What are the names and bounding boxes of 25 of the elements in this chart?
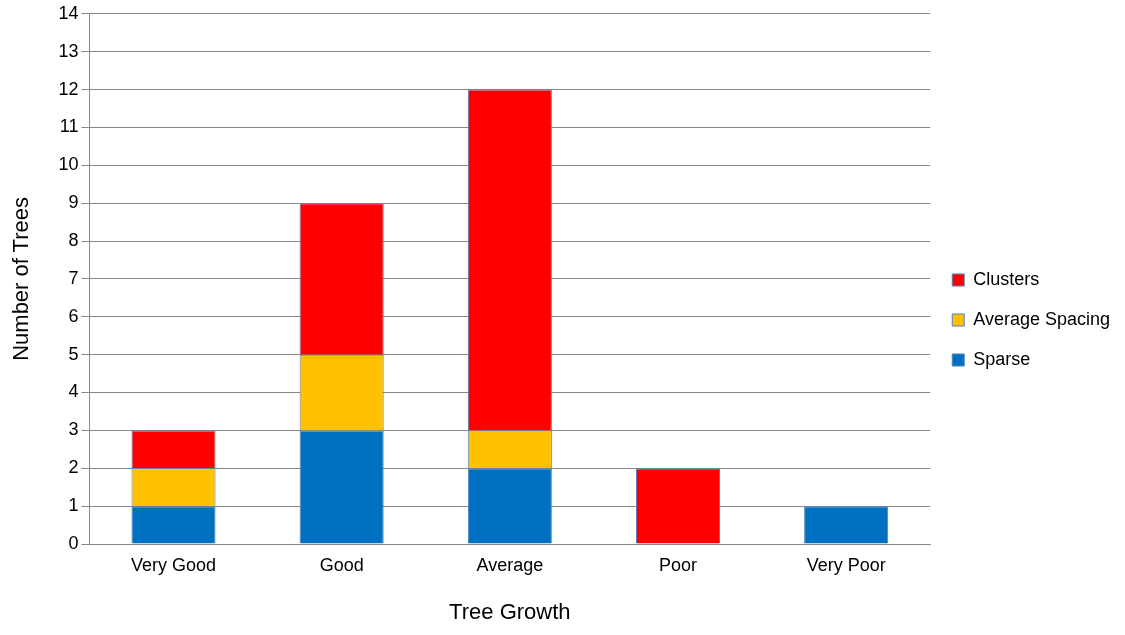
x-tick-label: Very Poor	[806, 554, 886, 575]
y-tick-label: 2	[68, 457, 79, 478]
y-tick-label: 6	[68, 305, 79, 326]
y-tick-label: 10	[58, 154, 79, 175]
y-tick-label: 7	[68, 267, 79, 288]
y-axis-title: Number of Trees	[8, 196, 34, 361]
y-tick-label: 3	[68, 419, 79, 440]
y-tick-label: 8	[68, 230, 79, 250]
legend-label: Clusters	[973, 268, 1040, 289]
y-tick-label: 14	[58, 2, 79, 23]
x-tick-label: Good	[319, 554, 364, 575]
x-tick-label: Poor	[658, 554, 698, 575]
y-tick-label: 9	[68, 192, 79, 213]
y-tick-label: 13	[58, 40, 79, 61]
y-tick-label: 12	[58, 78, 79, 99]
y-tick-label: 1	[68, 495, 79, 516]
y-tick-label: 4	[68, 381, 79, 402]
legend-label: Sparse	[973, 348, 1031, 369]
x-tick-label: Very Good	[130, 554, 217, 575]
x-tick-label: Average	[476, 554, 544, 575]
y-tick-label: 11	[59, 116, 79, 137]
y-tick-label: 5	[68, 343, 79, 364]
legend-label: Average Spacing	[973, 308, 1111, 329]
y-tick-label: 0	[68, 532, 79, 553]
x-axis-title: Tree Growth	[449, 598, 571, 624]
